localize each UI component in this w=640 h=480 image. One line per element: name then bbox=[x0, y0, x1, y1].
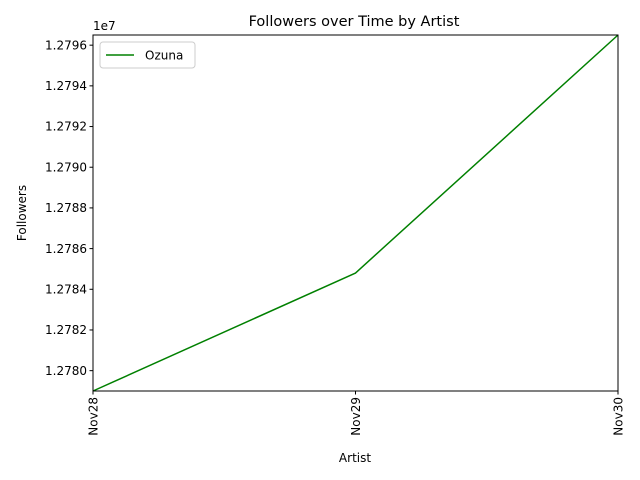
y-tick-label: 1.2788 bbox=[45, 201, 87, 215]
y-tick-label: 1.2782 bbox=[45, 323, 87, 337]
x-tick-label: Nov28 bbox=[86, 397, 100, 436]
plot-frame bbox=[92, 34, 619, 392]
y-tick-label: 1.2792 bbox=[45, 120, 87, 134]
legend: Ozuna bbox=[99, 41, 196, 69]
y-axis-label: Followers bbox=[15, 185, 29, 241]
y-tick-label: 1.2794 bbox=[45, 79, 87, 93]
y-tick-label: 1.2786 bbox=[45, 242, 87, 256]
y-offset-label: 1e7 bbox=[93, 19, 116, 33]
legend-box bbox=[99, 41, 196, 69]
y-tick-label: 1.2780 bbox=[45, 364, 87, 378]
y-tick-label: 1.2790 bbox=[45, 160, 87, 174]
legend-label: Ozuna bbox=[145, 48, 183, 62]
x-axis-label: Artist bbox=[339, 451, 371, 465]
y-tick-label: 1.2784 bbox=[45, 282, 87, 296]
series-line-0 bbox=[92, 34, 619, 392]
x-tick-label: Nov30 bbox=[611, 397, 625, 436]
x-tick-label: Nov29 bbox=[349, 397, 363, 436]
y-tick-label: 1.2796 bbox=[45, 38, 87, 52]
chart-title: Followers over Time by Artist bbox=[249, 14, 460, 30]
